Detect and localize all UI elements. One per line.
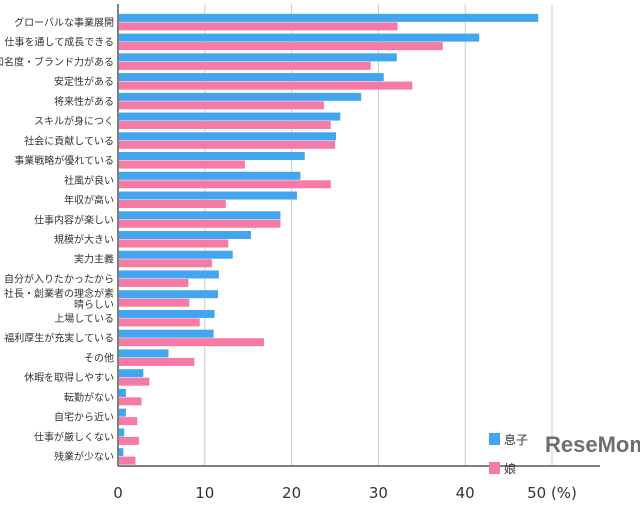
- bar-daughter: [119, 456, 136, 465]
- category-label: 休暇を取得しやすい: [24, 372, 114, 384]
- legend-label: 娘: [504, 461, 516, 476]
- legend-swatch: [489, 433, 500, 445]
- bar-son: [119, 211, 281, 220]
- category-label: 事業戦略が優れている: [14, 154, 114, 167]
- bar-daughter: [119, 61, 371, 70]
- category-label: 実力主義: [74, 253, 114, 266]
- bar-son: [119, 369, 144, 378]
- bar-son: [119, 349, 169, 358]
- category-label: 将来性がある: [54, 95, 114, 108]
- category-label: 規模が大きい: [54, 233, 114, 246]
- bar-daughter: [119, 239, 229, 248]
- bar-daughter: [119, 219, 281, 228]
- bar-daughter: [119, 42, 443, 51]
- bar-daughter: [119, 101, 324, 110]
- bar-daughter: [119, 140, 336, 149]
- bar-daughter: [119, 81, 413, 90]
- bar-son: [119, 448, 124, 457]
- category-label: 上場している: [54, 312, 114, 325]
- bar-son: [119, 13, 539, 22]
- bar-daughter: [119, 338, 264, 347]
- bar-son: [119, 92, 362, 101]
- bar-daughter: [119, 278, 189, 287]
- x-tick-label: 0: [113, 484, 123, 502]
- category-label: 社会に貢献している: [24, 134, 114, 147]
- category-label: 転勤がない: [64, 391, 114, 404]
- category-label: 安定性がある: [54, 75, 114, 88]
- category-label: 自分が入りたかったから: [4, 272, 114, 285]
- category-label: 残業が少ない: [54, 450, 114, 463]
- bar-son: [119, 388, 126, 397]
- x-tick-label: 40: [456, 484, 475, 502]
- legend-swatch: [489, 462, 500, 474]
- bar-son: [119, 408, 126, 417]
- bar-daughter: [119, 160, 245, 169]
- bar-son: [119, 290, 218, 299]
- watermark-logo: ReseMom: [545, 432, 640, 457]
- legend-label: 息子: [504, 432, 528, 447]
- bar-son: [119, 33, 480, 42]
- bar-son: [119, 152, 305, 161]
- category-label: スキルが身につく: [34, 115, 114, 128]
- category-label: グローバルな事業展開: [14, 16, 114, 29]
- bar-daughter: [119, 121, 331, 130]
- category-label: 自宅から近い: [54, 411, 114, 424]
- category-label: その他: [84, 351, 114, 364]
- x-tick-label: 30: [369, 484, 388, 502]
- category-label: 福利厚生が充実している: [4, 332, 114, 345]
- category-label: 仕事が厳しくない: [34, 430, 114, 443]
- bar-son: [119, 428, 125, 437]
- bar-daughter: [119, 298, 190, 307]
- bar-daughter: [119, 318, 200, 327]
- bar-son: [119, 73, 384, 82]
- category-label: 仕事内容が楽しい: [34, 213, 114, 226]
- bar-daughter: [119, 22, 398, 31]
- bar-son: [119, 112, 341, 121]
- x-tick-label: 20: [282, 484, 301, 502]
- bar-son: [119, 171, 301, 180]
- x-tick-label: 10: [195, 484, 214, 502]
- bar-son: [119, 309, 215, 318]
- bar-son: [119, 132, 336, 141]
- bar-daughter: [119, 436, 139, 445]
- category-label: 社風が良い: [64, 174, 114, 187]
- bar-daughter: [119, 200, 226, 209]
- bar-son: [119, 231, 251, 239]
- x-tick-label: 50 (%): [527, 484, 577, 502]
- category-label: 知名度・ブランド力がある: [0, 55, 114, 68]
- bar-daughter: [119, 180, 331, 189]
- bar-son: [119, 270, 219, 279]
- bar-daughter: [119, 357, 195, 366]
- bar-son: [119, 250, 233, 259]
- bar-daughter: [119, 377, 150, 386]
- bar-son: [119, 53, 397, 62]
- bar-son: [119, 329, 214, 338]
- category-label: 社長・創業者の理念が素晴らしい: [4, 287, 114, 311]
- bar-daughter: [119, 397, 142, 406]
- bar-daughter: [119, 259, 212, 268]
- category-label: 年収が高い: [64, 194, 114, 207]
- bar-son: [119, 191, 297, 200]
- bar-daughter: [119, 417, 138, 426]
- category-label: 仕事を通して成長できる: [5, 36, 115, 49]
